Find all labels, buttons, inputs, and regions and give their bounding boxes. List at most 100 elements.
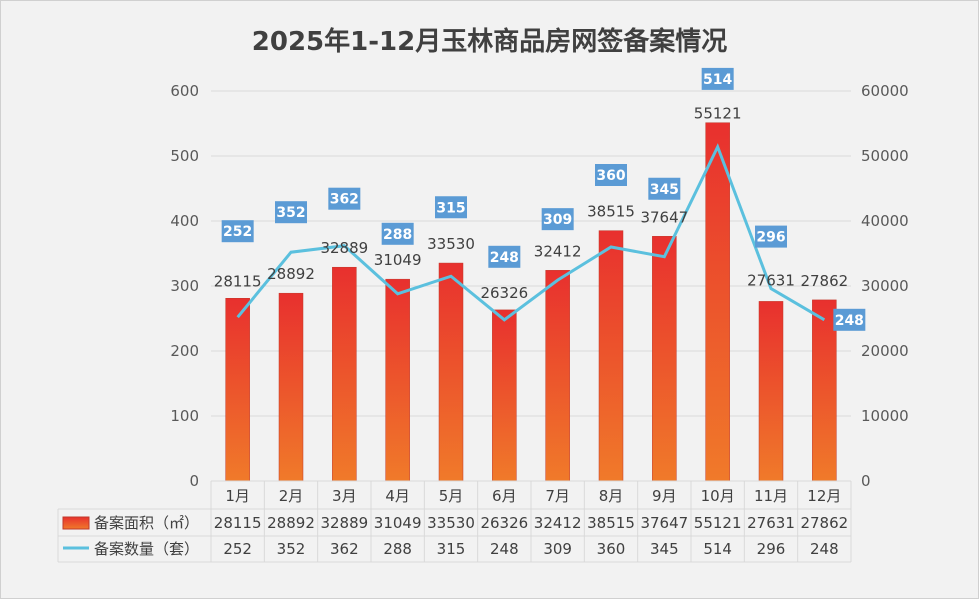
- left-axis-tick: 100: [170, 407, 199, 425]
- bar-data-label: 33530: [427, 235, 475, 253]
- line-label-box: [755, 225, 787, 248]
- bar-data-label: 55121: [694, 105, 742, 123]
- line-label-box: [595, 164, 627, 186]
- table-count-value: 309: [543, 540, 572, 558]
- table-area-value: 32889: [320, 514, 368, 532]
- line-data-label: 248: [835, 313, 864, 329]
- bar: [438, 262, 464, 482]
- right-axis-tick: 20000: [861, 342, 909, 360]
- line-label-box: [435, 196, 467, 219]
- legend-bar-swatch: [62, 516, 90, 530]
- category-label: 12月: [807, 487, 841, 505]
- bar-data-label: 32412: [534, 242, 582, 260]
- line-series: [236, 143, 826, 322]
- bar-data-label: 28115: [214, 272, 262, 290]
- category-label: 7月: [545, 487, 570, 505]
- bar-data-label: 28892: [267, 265, 315, 283]
- left-axis-tick: 500: [170, 147, 199, 165]
- line-data-label: 345: [650, 182, 679, 198]
- table-area-value: 55121: [694, 514, 742, 532]
- table-area-value: 37647: [640, 514, 688, 532]
- left-axis-tick: 0: [189, 472, 199, 490]
- line-label-box: [541, 208, 574, 231]
- left-axis-tick: 300: [170, 277, 199, 295]
- line-label-box: [833, 308, 866, 331]
- category-label: 4月: [385, 487, 410, 505]
- right-axis-tick: 60000: [861, 82, 909, 100]
- line-data-label: 352: [276, 205, 305, 221]
- line-label-box: [275, 201, 307, 224]
- line-data-label: 288: [383, 227, 412, 243]
- bar-data-label: 26326: [480, 284, 528, 302]
- table-count-value: 352: [277, 540, 306, 558]
- category-label: 1月: [225, 487, 250, 505]
- table-count-value: 252: [223, 540, 252, 558]
- line-data-label: 362: [330, 192, 359, 208]
- bar: [545, 270, 570, 482]
- line-data-label: 514: [703, 72, 732, 88]
- category-label: 2月: [279, 487, 304, 505]
- bar: [812, 299, 837, 482]
- legend-count-label: 备案数量（套）: [94, 540, 199, 558]
- category-label: 5月: [439, 487, 464, 505]
- bar: [598, 230, 624, 482]
- category-label: 10月: [701, 487, 735, 505]
- line-data-label: 309: [543, 212, 572, 228]
- bar-data-label: 32889: [320, 239, 368, 257]
- table-area-value: 28892: [267, 514, 315, 532]
- table-count-value: 296: [757, 540, 786, 558]
- line-data-label: 315: [436, 200, 465, 216]
- bar-data-label: 27862: [800, 272, 848, 290]
- category-label: 11月: [754, 487, 788, 505]
- line-label-box: [488, 245, 521, 268]
- bar: [705, 122, 730, 482]
- right-axis-tick: 10000: [861, 407, 909, 425]
- bar-data-label: 27631: [747, 271, 795, 289]
- table-area-value: 27631: [747, 514, 795, 532]
- line-label-box: [221, 220, 254, 243]
- line-data-label: 360: [596, 168, 625, 184]
- bar: [492, 309, 517, 482]
- line-label-box: [648, 177, 681, 200]
- table-count-value: 360: [597, 540, 626, 558]
- table-area-value: 32412: [534, 514, 582, 532]
- bar: [652, 236, 677, 482]
- right-axis-tick: 30000: [861, 277, 909, 295]
- table-area-value: 31049: [374, 514, 422, 532]
- table-count-value: 514: [703, 540, 732, 558]
- bar-data-label: 37647: [640, 208, 688, 226]
- table-area-value: 26326: [480, 514, 528, 532]
- bar: [332, 266, 357, 482]
- line-data-label: 296: [756, 230, 785, 246]
- bar: [758, 301, 784, 482]
- line-label-box: [381, 222, 414, 245]
- right-axis-tick: 0: [861, 472, 871, 490]
- line-data-label: 248: [490, 250, 519, 266]
- chart-title: 2025年1-12月玉林商品房网签备案情况: [251, 27, 728, 57]
- table-area-value: 38515: [587, 514, 635, 532]
- bar-data-label: 38515: [587, 203, 635, 221]
- left-axis-tick: 400: [170, 212, 199, 230]
- table-count-value: 248: [810, 540, 839, 558]
- legend-area-label: 备案面积（㎡）: [94, 514, 199, 532]
- bar: [385, 278, 410, 482]
- line-data-label: 252: [223, 224, 252, 240]
- bar: [278, 292, 304, 482]
- table-area-value: 33530: [427, 514, 475, 532]
- table-count-value: 362: [330, 540, 359, 558]
- table-count-value: 345: [650, 540, 679, 558]
- right-axis-tick: 40000: [861, 212, 909, 230]
- line-label-box: [701, 67, 734, 90]
- bar-data-label: 31049: [374, 251, 422, 269]
- table-count-value: 248: [490, 540, 519, 558]
- category-label: 9月: [652, 487, 677, 505]
- table-area-value: 27862: [800, 514, 848, 532]
- left-axis-tick: 600: [170, 82, 199, 100]
- table-count-value: 315: [437, 540, 466, 558]
- category-label: 8月: [599, 487, 624, 505]
- category-label: 6月: [492, 487, 517, 505]
- left-axis-tick: 200: [170, 342, 199, 360]
- category-label: 3月: [332, 487, 357, 505]
- bar: [225, 298, 250, 482]
